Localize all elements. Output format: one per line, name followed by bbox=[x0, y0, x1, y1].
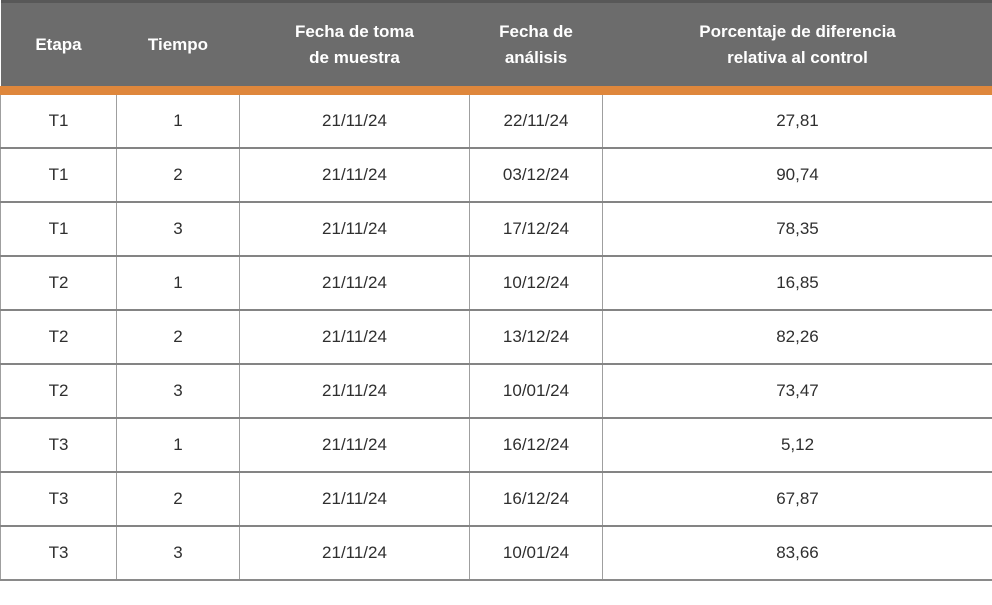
cell-fecha-toma: 21/11/24 bbox=[239, 417, 470, 472]
cell-fecha-toma: 21/11/24 bbox=[239, 201, 470, 256]
cell-etapa: T2 bbox=[0, 255, 117, 310]
cell-tiempo: 3 bbox=[116, 363, 240, 418]
cell-etapa: T3 bbox=[0, 471, 117, 526]
cell-etapa: T1 bbox=[0, 147, 117, 202]
table-row: T2 1 21/11/24 10/12/24 16,85 bbox=[0, 255, 992, 310]
table-row: T1 1 21/11/24 22/11/24 27,81 bbox=[0, 90, 992, 148]
cell-porcentaje: 5,12 bbox=[602, 417, 992, 472]
cell-fecha-analisis: 22/11/24 bbox=[469, 90, 603, 148]
table-row: T2 2 21/11/24 13/12/24 82,26 bbox=[0, 309, 992, 364]
cell-porcentaje: 67,87 bbox=[602, 471, 992, 526]
cell-porcentaje: 16,85 bbox=[602, 255, 992, 310]
cell-etapa: T2 bbox=[0, 309, 117, 364]
cell-fecha-analisis: 16/12/24 bbox=[469, 471, 603, 526]
cell-fecha-toma: 21/11/24 bbox=[239, 147, 470, 202]
table-header: Etapa Tiempo Fecha de toma de muestra Fe… bbox=[0, 0, 992, 95]
cell-porcentaje: 82,26 bbox=[602, 309, 992, 364]
table-row: T1 2 21/11/24 03/12/24 90,74 bbox=[0, 147, 992, 202]
cell-etapa: T3 bbox=[0, 417, 117, 472]
cell-fecha-analisis: 13/12/24 bbox=[469, 309, 603, 364]
table-row: T3 1 21/11/24 16/12/24 5,12 bbox=[0, 417, 992, 472]
cell-tiempo: 1 bbox=[116, 255, 240, 310]
cell-tiempo: 2 bbox=[116, 147, 240, 202]
column-header-etapa: Etapa bbox=[0, 0, 117, 95]
cell-fecha-analisis: 10/01/24 bbox=[469, 363, 603, 418]
cell-porcentaje: 27,81 bbox=[602, 90, 992, 148]
column-header-porcentaje: Porcentaje de diferencia relativa al con… bbox=[602, 0, 992, 95]
cell-porcentaje: 90,74 bbox=[602, 147, 992, 202]
column-header-tiempo: Tiempo bbox=[116, 0, 240, 95]
data-table: Etapa Tiempo Fecha de toma de muestra Fe… bbox=[0, 0, 992, 581]
cell-porcentaje: 73,47 bbox=[602, 363, 992, 418]
cell-porcentaje: 83,66 bbox=[602, 525, 992, 581]
table-row: T3 3 21/11/24 10/01/24 83,66 bbox=[0, 525, 992, 581]
cell-etapa: T3 bbox=[0, 525, 117, 581]
table-row: T3 2 21/11/24 16/12/24 67,87 bbox=[0, 471, 992, 526]
cell-fecha-analisis: 10/12/24 bbox=[469, 255, 603, 310]
table-row: T1 3 21/11/24 17/12/24 78,35 bbox=[0, 201, 992, 256]
cell-fecha-toma: 21/11/24 bbox=[239, 525, 470, 581]
cell-fecha-toma: 21/11/24 bbox=[239, 255, 470, 310]
table-body: T1 1 21/11/24 22/11/24 27,81 T1 2 21/11/24 03/12… bbox=[0, 90, 992, 581]
cell-porcentaje: 78,35 bbox=[602, 201, 992, 256]
column-header-fecha-toma: Fecha de toma de muestra bbox=[239, 0, 470, 95]
cell-fecha-analisis: 03/12/24 bbox=[469, 147, 603, 202]
cell-etapa: T2 bbox=[0, 363, 117, 418]
cell-etapa: T1 bbox=[0, 201, 117, 256]
header-row: Etapa Tiempo Fecha de toma de muestra Fe… bbox=[0, 0, 992, 95]
cell-fecha-analisis: 16/12/24 bbox=[469, 417, 603, 472]
cell-fecha-toma: 21/11/24 bbox=[239, 363, 470, 418]
cell-fecha-toma: 21/11/24 bbox=[239, 309, 470, 364]
cell-fecha-toma: 21/11/24 bbox=[239, 90, 470, 148]
cell-tiempo: 3 bbox=[116, 201, 240, 256]
cell-tiempo: 1 bbox=[116, 90, 240, 148]
cell-etapa: T1 bbox=[0, 90, 117, 148]
cell-tiempo: 1 bbox=[116, 417, 240, 472]
column-header-fecha-analisis: Fecha de análisis bbox=[469, 0, 603, 95]
cell-fecha-analisis: 17/12/24 bbox=[469, 201, 603, 256]
results-table: Etapa Tiempo Fecha de toma de muestra Fe… bbox=[0, 0, 992, 581]
cell-fecha-analisis: 10/01/24 bbox=[469, 525, 603, 581]
cell-tiempo: 2 bbox=[116, 471, 240, 526]
cell-tiempo: 2 bbox=[116, 309, 240, 364]
cell-fecha-toma: 21/11/24 bbox=[239, 471, 470, 526]
table-row: T2 3 21/11/24 10/01/24 73,47 bbox=[0, 363, 992, 418]
cell-tiempo: 3 bbox=[116, 525, 240, 581]
